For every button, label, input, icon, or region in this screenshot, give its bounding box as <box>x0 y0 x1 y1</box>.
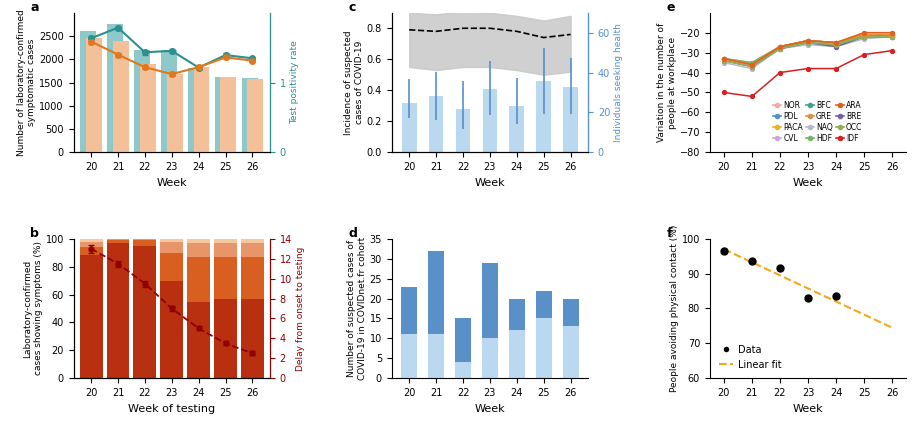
Bar <box>247 79 263 152</box>
Bar <box>454 362 471 378</box>
Y-axis label: Variation in the number of
people at workplace: Variation in the number of people at wor… <box>657 23 676 142</box>
Bar <box>133 239 156 240</box>
Bar <box>242 78 257 152</box>
Bar <box>401 286 417 334</box>
Text: f: f <box>666 227 672 241</box>
Y-axis label: Laboratory-confirmed
cases showing symptoms (%): Laboratory-confirmed cases showing sympt… <box>23 241 42 376</box>
Bar <box>221 77 236 152</box>
Text: b: b <box>30 227 40 241</box>
Bar <box>508 330 525 378</box>
Y-axis label: Incidence of suspected
cases of COVID-19: Incidence of suspected cases of COVID-19 <box>344 30 363 135</box>
Bar <box>562 87 577 152</box>
X-axis label: Week of testing: Week of testing <box>128 403 215 414</box>
Bar <box>166 74 182 152</box>
Bar <box>134 50 150 152</box>
Bar <box>187 239 210 243</box>
Bar <box>214 239 237 243</box>
Bar <box>161 50 176 152</box>
Bar <box>428 96 443 152</box>
Bar <box>80 239 102 241</box>
Bar <box>214 257 237 299</box>
Bar <box>455 109 470 152</box>
Y-axis label: Number of laboratory-confirmed
symptomatic cases: Number of laboratory-confirmed symptomat… <box>17 9 37 156</box>
Bar <box>107 239 130 240</box>
X-axis label: Week: Week <box>792 178 823 187</box>
Bar <box>241 299 264 378</box>
X-axis label: Week: Week <box>792 403 823 414</box>
Bar <box>508 298 525 330</box>
Bar <box>108 24 123 152</box>
X-axis label: Week: Week <box>474 178 505 187</box>
Bar <box>535 318 551 378</box>
Bar <box>482 263 497 338</box>
Text: d: d <box>348 227 357 241</box>
Bar <box>80 31 96 152</box>
Y-axis label: Number of suspected cases of
COVID-19 in COVIDnet.fr cohort: Number of suspected cases of COVID-19 in… <box>347 237 367 380</box>
Bar <box>427 251 444 334</box>
Bar <box>160 280 183 378</box>
Bar <box>427 334 444 378</box>
Bar <box>80 241 102 247</box>
Bar <box>160 253 183 280</box>
Text: e: e <box>666 1 675 14</box>
Bar <box>80 255 102 378</box>
Bar <box>113 41 129 152</box>
Bar <box>80 247 102 255</box>
Bar <box>241 243 264 257</box>
Y-axis label: Delay from onset to testing: Delay from onset to testing <box>296 246 305 371</box>
Bar <box>160 241 183 253</box>
Legend: NOR, PDL, PACA, CVL, BFC, GRE, NAQ, HDF, ARA, BRE, OCC, IDF: NOR, PDL, PACA, CVL, BFC, GRE, NAQ, HDF,… <box>769 98 865 146</box>
Y-axis label: People avoiding physical contact (%): People avoiding physical contact (%) <box>669 225 678 392</box>
Bar <box>402 103 416 152</box>
Bar <box>133 246 156 378</box>
Text: a: a <box>30 1 39 14</box>
Bar <box>187 257 210 301</box>
Bar <box>215 77 231 152</box>
X-axis label: Week: Week <box>156 178 187 187</box>
Y-axis label: Individuals seeking health: Individuals seeking health <box>614 23 623 142</box>
Bar <box>187 68 203 152</box>
Bar <box>562 326 578 378</box>
Bar <box>535 291 551 318</box>
Bar <box>562 298 578 326</box>
Bar <box>187 301 210 378</box>
Bar <box>133 240 156 246</box>
Bar <box>140 64 155 152</box>
Bar <box>482 89 497 152</box>
Legend: Data, Linear fit: Data, Linear fit <box>714 341 785 374</box>
Bar <box>85 38 102 152</box>
Bar <box>193 67 210 152</box>
Bar <box>241 239 264 243</box>
Bar <box>454 318 471 362</box>
Bar <box>509 106 524 152</box>
Bar <box>214 299 237 378</box>
Y-axis label: Test positivity rate: Test positivity rate <box>289 41 299 125</box>
X-axis label: Week: Week <box>474 403 505 414</box>
Bar <box>107 243 130 378</box>
Bar <box>160 239 183 241</box>
Bar <box>482 338 497 378</box>
Bar <box>107 240 130 243</box>
Bar <box>536 81 550 152</box>
Bar <box>214 243 237 257</box>
Bar <box>401 334 417 378</box>
Text: c: c <box>348 1 356 14</box>
Bar <box>241 257 264 299</box>
Bar <box>187 243 210 257</box>
